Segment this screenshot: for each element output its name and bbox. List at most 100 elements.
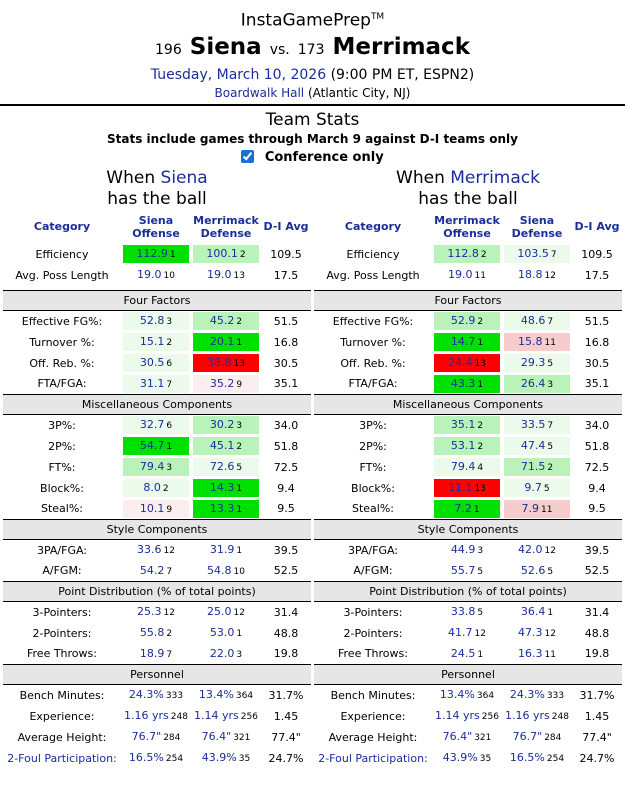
- offense-value[interactable]: 54.2 7: [123, 562, 189, 580]
- defense-value[interactable]: 38.8 13: [193, 354, 259, 373]
- defense-value[interactable]: 48.6 7: [504, 312, 570, 331]
- stat-value[interactable]: 19.0: [207, 268, 232, 282]
- stat-value[interactable]: 16.5%: [509, 751, 545, 765]
- offense-value[interactable]: 35.1 2: [434, 416, 500, 435]
- stat-value[interactable]: 16.5%: [128, 751, 164, 765]
- offense-value[interactable]: 54.7 1: [123, 437, 189, 456]
- stat-value[interactable]: 43.3: [450, 376, 476, 390]
- stat-value[interactable]: 33.6: [137, 543, 162, 557]
- offense-value[interactable]: 15.1 2: [123, 333, 189, 352]
- stat-value[interactable]: 112.9: [136, 247, 168, 261]
- defense-value[interactable]: 47.4 5: [504, 437, 570, 456]
- offense-value[interactable]: 55.7 5: [434, 562, 500, 580]
- defense-value[interactable]: 33.5 7: [504, 416, 570, 435]
- defense-value[interactable]: 15.8 11: [504, 333, 570, 352]
- offense-value[interactable]: 18.9 7: [123, 645, 189, 663]
- defense-value[interactable]: 71.5 2: [504, 458, 570, 477]
- defense-value[interactable]: 13.3 1: [193, 499, 259, 518]
- offense-value[interactable]: 33.6 12: [123, 541, 189, 559]
- offense-value[interactable]: 24.4 13: [434, 354, 500, 373]
- stat-value[interactable]: 31.1: [139, 376, 165, 390]
- defense-value[interactable]: 29.3 5: [504, 354, 570, 373]
- stat-value[interactable]: 53.1: [450, 439, 476, 453]
- defense-value[interactable]: 25.0 12: [193, 603, 259, 621]
- defense-value[interactable]: 30.2 3: [193, 416, 259, 435]
- offense-value[interactable]: 79.4 4: [434, 458, 500, 477]
- stat-value[interactable]: 18.8: [518, 268, 543, 282]
- defense-value[interactable]: 45.2 2: [193, 312, 259, 331]
- stat-value[interactable]: 112.8: [447, 247, 479, 261]
- offense-value[interactable]: 30.5 6: [123, 354, 189, 373]
- away-team[interactable]: Siena: [189, 33, 262, 60]
- defense-value[interactable]: 43.9% 35: [193, 749, 259, 767]
- offense-value[interactable]: 24.5 1: [434, 645, 500, 663]
- defense-value[interactable]: 45.1 2: [193, 437, 259, 456]
- stat-value[interactable]: 15.1: [139, 335, 165, 349]
- defense-value[interactable]: 76.7" 284: [504, 728, 570, 746]
- offense-value[interactable]: 76.4" 321: [434, 728, 500, 746]
- stat-value[interactable]: 79.4: [139, 460, 165, 474]
- offense-value[interactable]: 53.1 2: [434, 437, 500, 456]
- stat-value[interactable]: 55.7: [450, 563, 476, 577]
- header-d1-avg[interactable]: D-I Avg: [574, 220, 620, 234]
- offense-value[interactable]: 43.9% 35: [434, 749, 500, 767]
- offense-value[interactable]: 112.9 1: [123, 245, 189, 264]
- stat-value[interactable]: 1.14 yrs: [194, 709, 239, 723]
- stat-value[interactable]: 24.3%: [128, 688, 164, 702]
- defense-value[interactable]: 47.3 12: [504, 624, 570, 642]
- offense-value[interactable]: 8.0 2: [123, 479, 189, 498]
- offense-value[interactable]: 10.1 9: [123, 499, 189, 518]
- stat-value[interactable]: 19.0: [448, 268, 473, 282]
- stat-value[interactable]: 10.1: [139, 501, 165, 515]
- offense-value[interactable]: 55.8 2: [123, 624, 189, 642]
- stat-value[interactable]: 72.6: [209, 460, 235, 474]
- defense-value[interactable]: 35.2 9: [193, 374, 259, 393]
- defense-value[interactable]: 54.8 10: [193, 562, 259, 580]
- conference-only-checkbox[interactable]: [241, 149, 255, 163]
- header-defense[interactable]: Siena Defense: [511, 213, 563, 240]
- stat-value[interactable]: 29.3: [520, 356, 546, 370]
- offense-value[interactable]: 79.4 3: [123, 458, 189, 477]
- stat-value[interactable]: 52.8: [139, 314, 165, 328]
- stat-value[interactable]: 30.5: [139, 356, 165, 370]
- stat-value[interactable]: 54.2: [139, 563, 165, 577]
- offense-value[interactable]: 76.7" 284: [123, 728, 189, 746]
- panel-team-name[interactable]: Merrimack: [450, 167, 540, 188]
- header-defense[interactable]: Merrimack Defense: [193, 213, 259, 240]
- stat-value[interactable]: 7.9: [521, 501, 540, 515]
- offense-value[interactable]: 1.14 yrs 256: [434, 707, 500, 725]
- stat-value[interactable]: 13.4%: [439, 688, 475, 702]
- stat-value[interactable]: 35.1: [450, 418, 476, 432]
- defense-value[interactable]: 72.6 5: [193, 458, 259, 477]
- offense-value[interactable]: 25.3 12: [123, 603, 189, 621]
- stat-value[interactable]: 1.16 yrs: [505, 709, 550, 723]
- defense-value[interactable]: 103.5 7: [504, 245, 570, 264]
- stat-value[interactable]: 24.3%: [509, 688, 545, 702]
- home-team[interactable]: Merrimack: [332, 33, 470, 60]
- stat-value[interactable]: 14.7: [450, 335, 476, 349]
- offense-value[interactable]: 1.16 yrs 248: [123, 707, 189, 725]
- defense-value[interactable]: 52.6 5: [504, 562, 570, 580]
- stat-value[interactable]: 18.9: [139, 646, 165, 660]
- defense-value[interactable]: 26.4 3: [504, 374, 570, 393]
- defense-value[interactable]: 22.0 3: [193, 645, 259, 663]
- panel-team-name[interactable]: Siena: [160, 167, 208, 188]
- stat-value[interactable]: 8.0: [143, 481, 161, 495]
- stat-value[interactable]: 76.4": [201, 730, 232, 744]
- offense-value[interactable]: 19.0 11: [434, 266, 500, 284]
- stat-value[interactable]: 9.7: [524, 481, 542, 495]
- stat-value[interactable]: 33.5: [520, 418, 546, 432]
- stat-value[interactable]: 32.7: [139, 418, 165, 432]
- header-offense[interactable]: Merrimack Offense: [434, 213, 500, 240]
- offense-value[interactable]: 11.1 13: [434, 479, 500, 498]
- stat-value[interactable]: 7.2: [454, 501, 472, 515]
- stat-value[interactable]: 20.1: [209, 335, 235, 349]
- stat-value[interactable]: 15.8: [518, 335, 543, 349]
- stat-value[interactable]: 22.0: [209, 646, 235, 660]
- stat-value[interactable]: 43.9%: [442, 751, 478, 765]
- defense-value[interactable]: 20.1 1: [193, 333, 259, 352]
- defense-value[interactable]: 14.3 1: [193, 479, 259, 498]
- defense-value[interactable]: 24.3% 333: [504, 686, 570, 704]
- stat-value[interactable]: 79.4: [450, 460, 476, 474]
- stat-value[interactable]: 13.3: [209, 501, 235, 515]
